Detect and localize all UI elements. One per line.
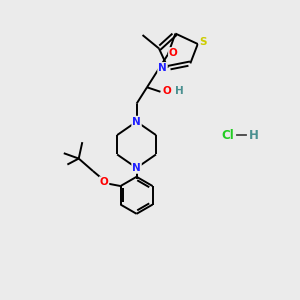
Text: O: O	[162, 86, 171, 96]
Text: N: N	[132, 117, 141, 127]
Text: S: S	[200, 38, 207, 47]
Text: N: N	[158, 63, 167, 73]
Text: H: H	[175, 86, 183, 96]
Text: O: O	[100, 177, 109, 187]
Text: H: H	[249, 129, 259, 142]
Text: Cl: Cl	[221, 129, 234, 142]
Text: O: O	[169, 48, 178, 58]
Text: N: N	[132, 163, 141, 173]
